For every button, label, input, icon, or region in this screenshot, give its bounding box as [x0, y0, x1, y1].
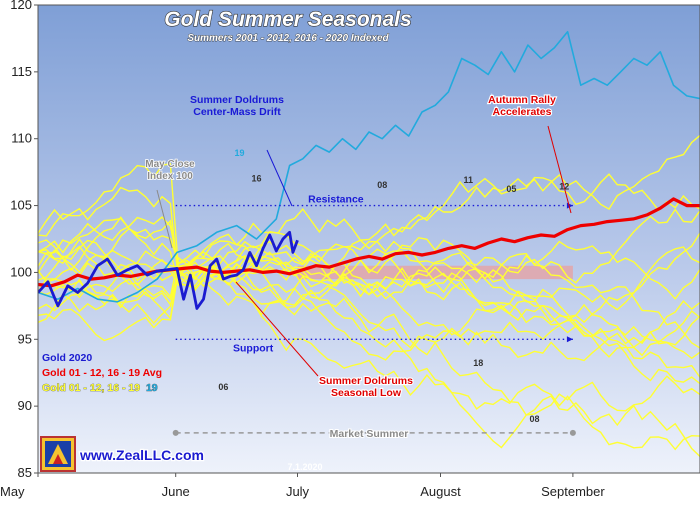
legend-years-text: Gold 01 - 12, 16 - 19	[42, 382, 140, 394]
legend-average: Gold 01 - 12, 16 - 19 Avg	[42, 367, 162, 379]
chart-subtitle: Summers 2001 - 2012, 2016 - 2020 Indexed	[187, 33, 389, 44]
reference-label: Market Summer	[330, 428, 409, 440]
year-label: 12	[559, 182, 569, 192]
x-tick-label: May	[0, 484, 25, 499]
year-label-2019: 19	[234, 148, 244, 158]
legend: Gold 2020 Gold 01 - 12, 16 - 19 Avg Gold…	[42, 352, 162, 394]
x-tick-label: September	[541, 484, 605, 499]
y-tick-label: 95	[18, 331, 32, 346]
y-tick-label: 90	[18, 398, 32, 413]
market-summer-endpoint	[569, 429, 576, 436]
annotation-text: Summer Doldrums	[319, 375, 413, 387]
year-series-line	[38, 261, 700, 362]
chart-title: Gold Summer Seasonals	[164, 8, 411, 31]
y-tick-label: 110	[11, 131, 32, 146]
market-summer-endpoint	[172, 429, 179, 436]
series-average-line	[38, 197, 700, 288]
zeal-logo	[40, 436, 76, 472]
x-tick-label: July	[286, 484, 310, 499]
annotation-text: May Close	[145, 159, 195, 170]
date-stamp: 7.1.2020	[287, 462, 322, 472]
year-series-line	[38, 162, 700, 360]
series-gold-2020-line	[38, 230, 299, 310]
year-series-line	[38, 219, 700, 336]
x-tick-label: August	[420, 484, 461, 499]
year-series-line	[38, 252, 700, 385]
year-series-line	[38, 134, 700, 287]
year-label: 08	[377, 180, 387, 190]
y-tick-label: 105	[10, 198, 32, 213]
annotation-pointer	[235, 281, 319, 377]
annotation-text: Summer Doldrums	[190, 94, 284, 106]
year-series-line	[38, 216, 700, 416]
year-series-line	[38, 173, 700, 307]
year-label: 05	[506, 184, 516, 194]
plot-frame	[37, 4, 700, 474]
y-tick-label: 120	[10, 0, 32, 12]
legend-individual-years: Gold 01 - 12, 16 - 19 19	[42, 382, 158, 394]
y-tick-label: 115	[11, 64, 32, 79]
arrowhead	[566, 336, 573, 343]
year-series-line	[38, 248, 700, 346]
annotation-text: Index 100	[147, 171, 193, 182]
year-series-line	[38, 256, 700, 451]
year-series-line	[38, 236, 700, 349]
annotation-text: Seasonal Low	[331, 387, 402, 399]
year-series-line	[38, 186, 700, 300]
annotation-pointer	[156, 189, 173, 249]
annotation-text: Accelerates	[493, 106, 552, 118]
year-label: 11	[464, 175, 474, 185]
y-tick-label: 100	[10, 264, 32, 279]
year-label: 18	[473, 358, 483, 368]
annotation-text: Autumn Rally	[488, 94, 556, 106]
annotation-pointer	[266, 149, 293, 207]
year-label: 06	[218, 382, 228, 392]
website-link[interactable]: www.ZealLLC.com	[78, 446, 205, 464]
annotation-text: Center-Mass Drift	[193, 106, 281, 118]
annotation-pointer	[547, 125, 572, 214]
legend-gold-2020: Gold 2020	[42, 352, 92, 364]
x-tick-label: June	[162, 484, 190, 499]
y-tick-label: 85	[18, 465, 32, 480]
year-label: 16	[251, 174, 261, 184]
legend-2019-text: 19	[146, 382, 158, 394]
year-label: 08	[529, 414, 539, 424]
reference-label: Support	[233, 342, 274, 354]
series-2019-line	[38, 30, 700, 303]
reference-label: Resistance	[308, 194, 364, 206]
